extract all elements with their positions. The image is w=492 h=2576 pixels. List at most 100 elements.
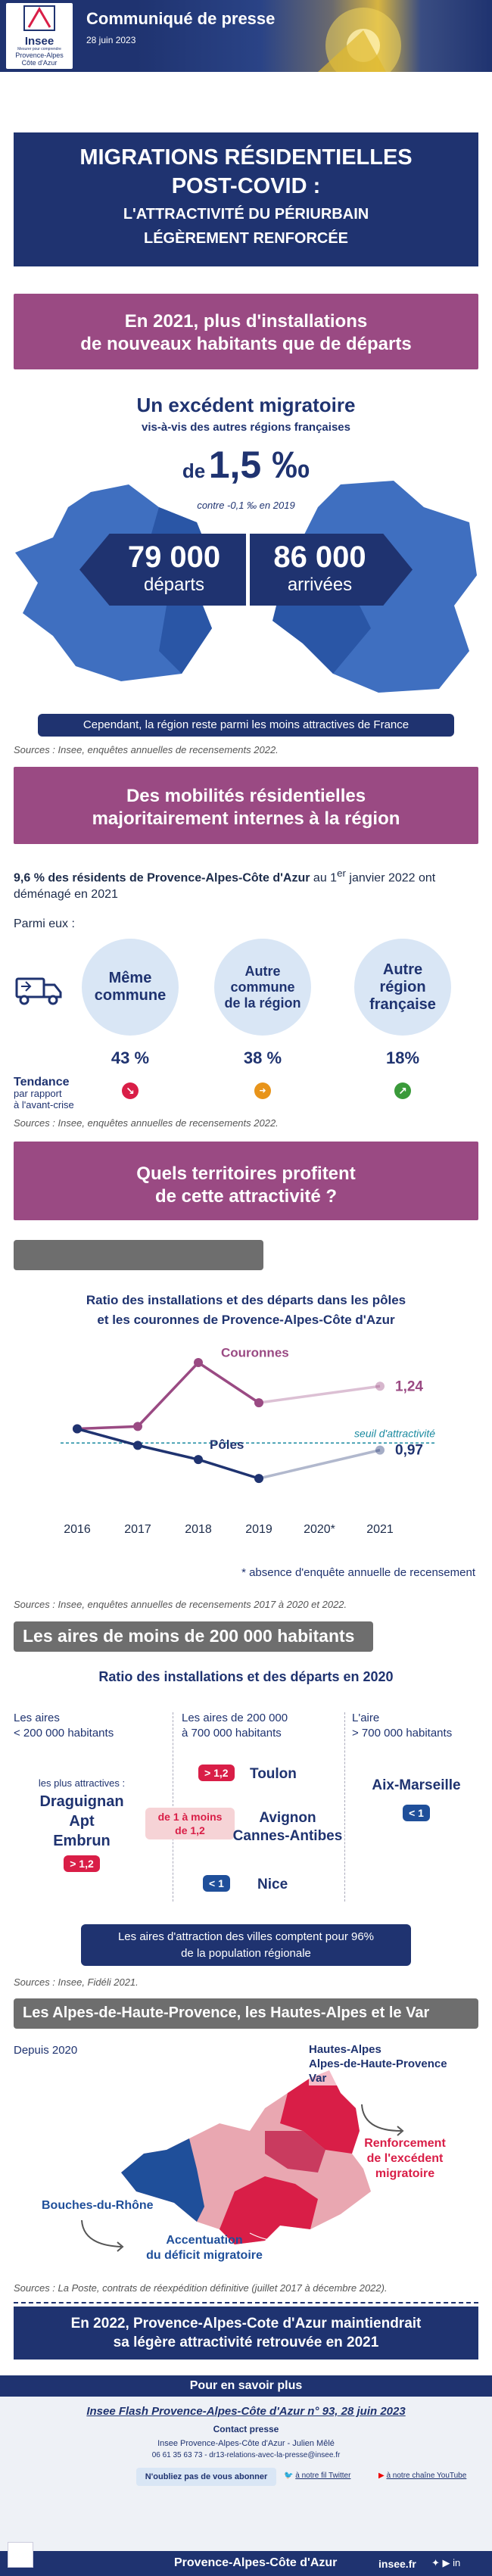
section3-header-line1: Quels territoires profitent: [136, 1163, 356, 1184]
section2-header: Des mobilités résidentielles majoritaire…: [14, 767, 478, 844]
contact-line2[interactable]: 06 61 35 63 73 - dr13-relations-avec-la-…: [151, 2451, 341, 2459]
intro-bold: 9,6 % des résidents de Provence-Alpes-Cô…: [14, 871, 310, 885]
trend-legend: Tendance par rapport à l'avant-crise: [14, 1076, 74, 1111]
moving-truck-icon: [15, 977, 62, 1005]
section4-banner: Les aires d'attraction des villes compte…: [81, 1924, 411, 1966]
section2-header-line1: Des mobilités résidentielles: [126, 786, 366, 806]
subscribe-box: N'oubliez pas de vous abonner: [136, 2468, 276, 2486]
rate-note: contre -0,1 ‰ en 2019: [197, 500, 295, 511]
bubble3-label: Autre région française: [369, 961, 436, 1013]
excess-title: Un excédent migratoire: [136, 394, 356, 416]
series-point-1-4: [375, 1445, 385, 1455]
intro-rest: au 1: [310, 871, 338, 885]
col-divider-2: [344, 1712, 345, 1902]
effect-line3: migratoire: [375, 2167, 435, 2180]
contact-line: Insee Provence-Alpes-Côte d'Azur - Julie…: [157, 2439, 335, 2448]
col2-line2: à 700 000 habitants: [182, 1727, 282, 1740]
bottom-youtube-icon[interactable]: ▶: [442, 2557, 450, 2568]
x-tick-label-4: 2020*: [304, 1523, 335, 1536]
dep-hautes-alpes: Hautes-Alpes: [309, 2043, 381, 2056]
mid-badge-3: < 1: [203, 1875, 230, 1892]
col3-header: L'aire > 700 000 habitants: [352, 1711, 452, 1741]
intro-rest2: janvier 2022 ont déménagé en 2021: [14, 871, 436, 902]
curved-arrow-red-icon: [361, 2104, 404, 2136]
arrivals-label: arrivées: [287, 575, 353, 595]
series-point-0-1: [133, 1422, 142, 1431]
small-city-2: Apt: [69, 1813, 95, 1830]
section1-header-line2: de nouveaux habitants que de départs: [80, 334, 412, 354]
bdr-label: Bouches-du-Rhône: [42, 2199, 154, 2213]
bottom-site-link[interactable]: insee.fr: [378, 2558, 416, 2570]
section3-subheader: [14, 1240, 263, 1270]
logo-text: Insee: [24, 35, 54, 48]
dep-var: Var: [309, 2072, 327, 2085]
twitter-label: à notre fil Twitter: [295, 2472, 351, 2480]
chart-note: * absence d'enquête annuelle de recensem…: [241, 1566, 475, 1579]
section4-banner-line2: de la population régionale: [181, 1947, 311, 1960]
header-photo: [136, 0, 492, 72]
section3-header-line2: de cette attractivité ?: [154, 1186, 338, 1207]
series-point-0-2: [194, 1358, 203, 1367]
twitter-link[interactable]: 🐦 à notre fil Twitter: [284, 2472, 350, 2480]
twitter-icon: 🐦: [284, 2472, 296, 2480]
publication-link[interactable]: Insee Flash Provence-Alpes-Côte d'Azur n…: [86, 2405, 406, 2418]
section2-header-line2: majoritairement internes à la région: [92, 808, 400, 829]
main-title-line1: MIGRATIONS RÉSIDENTIELLES: [79, 145, 413, 170]
departures-label: départs: [143, 575, 205, 595]
x-tick-label-2: 2018: [185, 1523, 212, 1536]
logo-sub: Mesurer pour comprendre: [17, 47, 61, 51]
bottom-bar: [0, 2551, 492, 2576]
x-tick-label-1: 2017: [124, 1523, 151, 1536]
series-point-1-3: [254, 1474, 263, 1484]
section1-source: Sources : Insee, enquêtes annuelles de r…: [14, 744, 279, 755]
col2-line1: Les aires de 200 000: [182, 1712, 288, 1724]
contact-title: Contact presse: [213, 2424, 279, 2434]
section3-header: Quels territoires profitent de cette att…: [14, 1142, 478, 1220]
main-title-box: MIGRATIONS RÉSIDENTIELLES POST-COVID : L…: [14, 132, 478, 266]
mid-city-3: Nice: [257, 1877, 288, 1892]
trend-title: Tendance: [14, 1076, 70, 1089]
logo-region2: Côte d'Azur: [21, 59, 58, 67]
series-line-0: [76, 1360, 260, 1431]
logo-region1: Provence-Alpes: [15, 51, 64, 59]
pct-same-commune: 43 %: [111, 1048, 150, 1067]
conclusion-box: En 2022, Provence-Alpes-Cote d'Azur main…: [14, 2307, 478, 2360]
youtube-icon: ▶: [378, 2472, 387, 2480]
mid-badge-2a: de 1 à moins: [157, 1811, 223, 1823]
bubble-other-region: Autre région française: [354, 939, 451, 1036]
mid-city-2a: Avignon: [259, 1810, 316, 1826]
logo-box[interactable]: Insee Mesurer pour comprendre Provence-A…: [6, 3, 73, 69]
mid-city-1: Toulon: [250, 1766, 297, 1782]
big-city: Aix-Marseille: [372, 1777, 461, 1793]
section1-header: En 2021, plus d'installations de nouveau…: [14, 294, 478, 369]
attractive-label: les plus attractives :: [38, 1777, 126, 1789]
main-title-line3: L'ATTRACTIVITÉ DU PÉRIURBAIN: [123, 206, 369, 223]
header-decor-icon: [318, 8, 401, 72]
x-tick-label-3: 2019: [245, 1523, 272, 1536]
mid-city-2b: Cannes-Antibes: [232, 1828, 343, 1844]
bubble1-label: Même commune: [94, 970, 167, 1004]
series-point-1-2: [194, 1455, 203, 1465]
dep-ahp: Alpes-de-Haute-Provence: [309, 2057, 447, 2070]
effect-line1: Renforcement: [364, 2137, 446, 2150]
youtube-link[interactable]: ▶ à notre chaîne YouTube: [378, 2472, 466, 2480]
bottom-social-icons[interactable]: ✦ ▶ in: [431, 2557, 460, 2569]
main-title-line2: POST-COVID :: [171, 174, 321, 198]
x-tick-label-5: 2021: [366, 1523, 394, 1536]
trend-up-icon: ↗: [394, 1082, 411, 1099]
section2-source: Sources : Insee, enquêtes annuelles de r…: [14, 1117, 279, 1129]
bottom-twitter-icon[interactable]: ✦: [431, 2557, 440, 2568]
section4-title: Ratio des installations et des départs e…: [98, 1669, 394, 1684]
conclusion-line2: sa légère attractivité retrouvée en 2021: [113, 2335, 379, 2350]
rate-line: de 1,5 ‰: [0, 443, 492, 487]
threshold-label: seuil d'attractivité: [354, 1427, 435, 1439]
rate-value: 1,5 ‰: [208, 444, 310, 486]
bottom-region: Provence-Alpes-Côte d'Azur: [174, 2556, 338, 2569]
col1-line1: Les aires: [14, 1712, 60, 1724]
series-name-1: Pôles: [210, 1438, 244, 1452]
main-title-line4: LÉGÈREMENT RENFORCÉE: [143, 230, 349, 247]
bottom-linkedin-icon[interactable]: in: [453, 2557, 461, 2568]
section3-source: Sources : Insee, enquêtes annuelles de r…: [14, 1599, 347, 1610]
curved-arrow-blue-icon: [81, 2219, 124, 2252]
intro-sup: er: [337, 867, 346, 879]
